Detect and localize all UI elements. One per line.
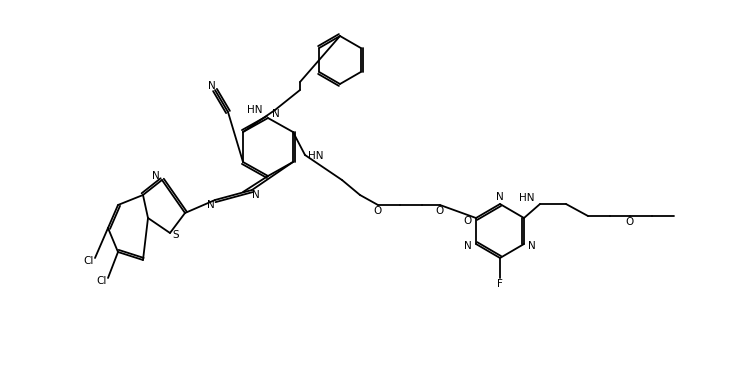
- Text: N: N: [207, 200, 215, 210]
- Text: O: O: [436, 206, 444, 216]
- Text: N: N: [528, 241, 536, 251]
- Text: O: O: [463, 216, 471, 226]
- Text: HN: HN: [308, 151, 323, 161]
- Text: N: N: [464, 241, 472, 251]
- Text: HN: HN: [247, 105, 262, 115]
- Text: Cl: Cl: [97, 276, 107, 286]
- Text: Cl: Cl: [84, 256, 94, 266]
- Text: S: S: [173, 230, 179, 240]
- Text: N: N: [252, 190, 260, 200]
- Text: O: O: [374, 206, 382, 216]
- Text: N: N: [152, 171, 160, 181]
- Text: O: O: [626, 217, 634, 227]
- Text: N: N: [272, 109, 280, 119]
- Text: F: F: [497, 279, 503, 289]
- Text: N: N: [208, 81, 216, 91]
- Text: N: N: [496, 192, 504, 202]
- Text: HN: HN: [520, 193, 535, 203]
